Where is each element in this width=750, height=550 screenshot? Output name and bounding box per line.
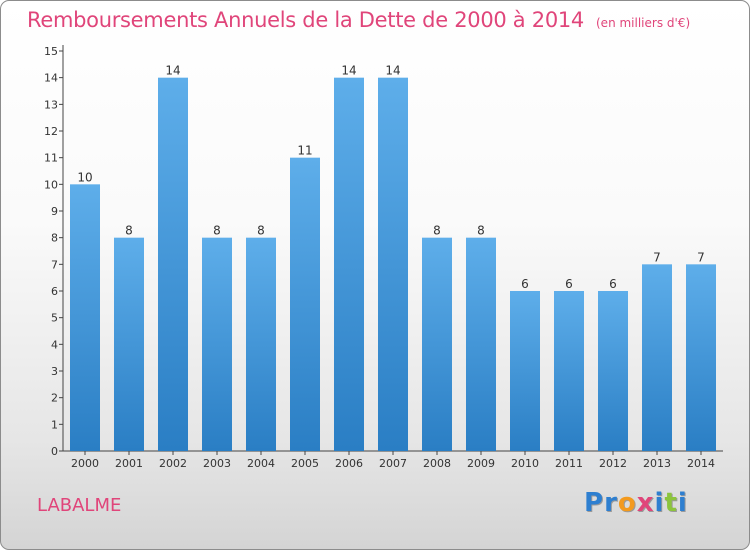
proxiti-logo: Proxiti — [584, 488, 688, 518]
x-tick-label: 2004 — [247, 457, 275, 470]
bar-2006 — [334, 77, 364, 452]
y-tick-label: 9 — [51, 205, 58, 218]
y-tick-label: 14 — [44, 72, 58, 85]
data-label: 14 — [165, 64, 180, 78]
x-tick-label: 2014 — [687, 457, 715, 470]
chart-subtitle: (en milliers d'€) — [596, 16, 691, 30]
y-tick-label: 3 — [51, 365, 58, 378]
y-tick-label: 8 — [51, 232, 58, 245]
x-tick-label: 2005 — [291, 457, 319, 470]
bar-2012 — [598, 291, 628, 451]
data-label: 8 — [257, 224, 265, 238]
logo-letter: i — [654, 488, 665, 518]
y-tick-label: 10 — [44, 178, 58, 191]
bar-2003 — [202, 237, 232, 451]
y-tick-label: 11 — [44, 152, 58, 165]
x-tick-label: 2011 — [555, 457, 583, 470]
x-tick-label: 2002 — [159, 457, 187, 470]
x-tick-label: 2000 — [71, 457, 99, 470]
x-tick-label: 2012 — [599, 457, 627, 470]
x-tick-label: 2006 — [335, 457, 363, 470]
data-label: 10 — [77, 170, 92, 184]
y-tick-label: 12 — [44, 125, 58, 138]
x-tick-label: 2001 — [115, 457, 143, 470]
chart-title: Remboursements Annuels de la Dette de 20… — [27, 8, 584, 32]
y-tick-label: 2 — [51, 392, 58, 405]
y-tick-label: 13 — [44, 98, 58, 111]
y-tick-label: 7 — [51, 258, 58, 271]
data-label: 11 — [297, 144, 312, 158]
logo-letter: i — [677, 488, 688, 518]
commune-name: LABALME — [37, 495, 122, 516]
bar-2002 — [158, 77, 188, 452]
data-label: 6 — [565, 277, 573, 291]
x-tick-label: 2009 — [467, 457, 495, 470]
x-tick-label: 2013 — [643, 457, 671, 470]
data-label: 8 — [125, 224, 133, 238]
logo-letter: o — [617, 488, 637, 518]
bar-2008 — [422, 237, 452, 451]
logo-letter: x — [636, 488, 655, 518]
bar-2004 — [246, 237, 276, 451]
data-label: 8 — [477, 224, 485, 238]
bar-2013 — [642, 264, 672, 451]
y-tick-label: 4 — [51, 338, 58, 351]
logo-letter: r — [604, 488, 618, 518]
title-row: Remboursements Annuels de la Dette de 20… — [27, 8, 690, 32]
bar-2010 — [510, 291, 540, 451]
x-tick-label: 2008 — [423, 457, 451, 470]
data-label: 7 — [653, 250, 661, 264]
y-tick-label: 15 — [44, 45, 58, 58]
data-label: 7 — [697, 250, 705, 264]
y-tick-label: 6 — [51, 285, 58, 298]
bar-2005 — [290, 157, 320, 451]
data-label: 6 — [609, 277, 617, 291]
data-label: 8 — [213, 224, 221, 238]
y-tick-label: 1 — [51, 418, 58, 431]
bar-2000 — [70, 184, 100, 452]
x-tick-label: 2007 — [379, 457, 407, 470]
data-label: 8 — [433, 224, 441, 238]
y-tick-label: 0 — [51, 445, 58, 458]
bar-2001 — [114, 237, 144, 451]
x-tick-label: 2010 — [511, 457, 539, 470]
x-tick-label: 2003 — [203, 457, 231, 470]
logo-letter: t — [664, 488, 678, 518]
bars — [70, 77, 716, 452]
y-tick-label: 5 — [51, 312, 58, 325]
data-label: 6 — [521, 277, 529, 291]
bar-2009 — [466, 237, 496, 451]
data-labels: 10 8 14 8 8 11 14 14 8 8 6 6 6 7 7 — [77, 64, 704, 291]
bar-2007 — [378, 77, 408, 452]
logo-letter: P — [584, 488, 605, 518]
bar-2011 — [554, 291, 584, 451]
bar-2014 — [686, 264, 716, 451]
data-label: 14 — [385, 64, 400, 78]
data-label: 14 — [341, 64, 356, 78]
